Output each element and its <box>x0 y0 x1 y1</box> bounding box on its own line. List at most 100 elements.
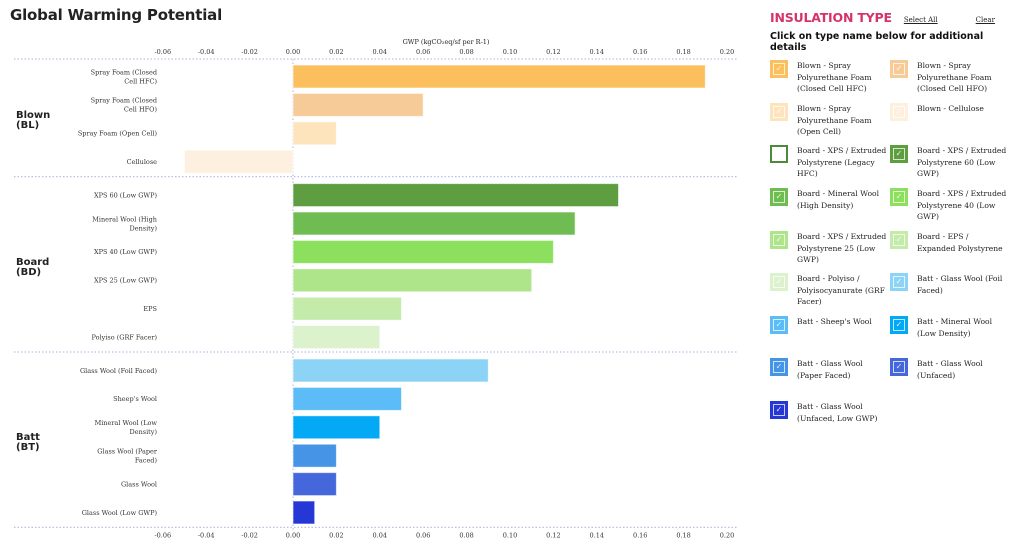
legend-label[interactable]: Blown - Spray Polyurethane Foam (Closed … <box>917 61 992 93</box>
checkbox-checked[interactable]: ✓ <box>890 231 908 249</box>
legend-item[interactable]: Board - XPS / Extruded Polystyrene (Lega… <box>770 145 890 180</box>
checkbox-inner: ✓ <box>773 63 785 75</box>
legend-item[interactable]: ✓ Batt - Glass Wool (Paper Faced) <box>770 358 890 381</box>
bar[interactable]: Glass Wool: 0.02 <box>292 472 337 497</box>
legend-item[interactable]: ✓ Batt - Sheep's Wool <box>770 316 890 334</box>
legend-label[interactable]: Blown - Spray Polyurethane Foam (Closed … <box>797 61 872 93</box>
legend-label[interactable]: Batt - Sheep's Wool <box>797 317 872 326</box>
bar[interactable]: Sheep's Wool: 0.05 <box>292 386 402 411</box>
checkbox-checked[interactable]: ✓ <box>890 60 908 78</box>
checkbox-inner: ✓ <box>893 191 905 203</box>
legend-label[interactable]: Board - XPS / Extruded Polystyrene 60 (L… <box>917 146 1007 178</box>
checkbox-checked[interactable]: ✓ <box>770 188 788 206</box>
checkbox-checked[interactable]: ✓ <box>890 188 908 206</box>
checkbox-checked[interactable]: ✓ <box>770 60 788 78</box>
checkbox-inner: ✓ <box>773 234 785 246</box>
checkbox-checked[interactable]: ✓ <box>890 103 908 121</box>
bar[interactable]: XPS 40 (Low GWP): 0.12 <box>292 239 554 264</box>
legend-item[interactable]: ✓ Board - EPS / Expanded Polystyrene <box>890 231 1010 254</box>
legend-label[interactable]: Board - Polyiso / Polyisocyanurate (GRF … <box>797 274 885 306</box>
panel-instructions: Click on type name below for additional … <box>770 31 984 53</box>
legend-item[interactable]: ✓ Batt - Glass Wool (Foil Faced) <box>890 273 1010 296</box>
checkbox-checked[interactable]: ✓ <box>770 316 788 334</box>
checkmark-icon: ✓ <box>895 235 903 244</box>
checkbox-checked[interactable]: ✓ <box>890 145 908 163</box>
legend-label[interactable]: Board - Mineral Wool (High Density) <box>797 189 880 210</box>
checkbox-checked[interactable]: ✓ <box>890 358 908 376</box>
legend-item[interactable]: ✓ Board - XPS / Extruded Polystyrene 40 (… <box>890 188 1010 223</box>
checkbox-checked[interactable]: ✓ <box>770 358 788 376</box>
group-code: (BL) <box>16 120 39 131</box>
legend-item[interactable]: ✓ Board - Mineral Wool (High Density) <box>770 188 890 211</box>
checkbox-checked[interactable]: ✓ <box>770 273 788 291</box>
category-label: Cell HFO) <box>124 106 158 114</box>
legend-label[interactable]: Board - EPS / Expanded Polystyrene <box>917 232 1003 253</box>
legend-label[interactable]: Blown - Spray Polyurethane Foam (Open Ce… <box>797 104 872 136</box>
checkbox-unchecked[interactable] <box>770 145 788 163</box>
category-label: Glass Wool (Foil Faced) <box>80 367 158 375</box>
bar[interactable]: XPS 25 (Low GWP): 0.11 <box>292 268 533 293</box>
bar[interactable]: Spray Foam (Closed Cell HFC): 0.19 <box>292 64 706 89</box>
clear-link[interactable]: Clear <box>975 16 995 24</box>
checkbox-checked[interactable]: ✓ <box>770 401 788 419</box>
x-tick-label-bottom: 0.02 <box>329 531 343 539</box>
category-label: Density) <box>130 224 158 232</box>
legend-item[interactable]: ✓ Board - Polyiso / Polyisocyanurate (GRF… <box>770 273 890 308</box>
checkbox-inner: ✓ <box>773 191 785 203</box>
checkmark-icon: ✓ <box>775 405 783 414</box>
category-label: Spray Foam (Closed <box>91 68 157 76</box>
select-all-link[interactable]: Select All <box>903 16 938 24</box>
x-tick-label-top: 0.18 <box>676 48 690 56</box>
x-tick-label-top: 0.00 <box>286 48 300 56</box>
x-tick-label-bottom: 0.04 <box>373 531 387 539</box>
checkbox-inner: ✓ <box>893 276 905 288</box>
bar[interactable]: Mineral Wool (Low Density): 0.04 <box>292 415 381 440</box>
legend-label[interactable]: Board - XPS / Extruded Polystyrene 40 (L… <box>917 189 1007 221</box>
category-label: Glass Wool (Low GWP) <box>82 509 158 517</box>
checkbox-inner: ✓ <box>773 361 785 373</box>
x-tick-label-bottom: 0.00 <box>286 531 300 539</box>
legend-item[interactable]: ✓ Board - XPS / Extruded Polystyrene 60 (… <box>890 145 1010 180</box>
bar[interactable]: Glass Wool (Paper Faced): 0.02 <box>292 443 337 468</box>
bar[interactable]: Glass Wool (Low GWP): 0.01 <box>292 500 316 525</box>
legend-item[interactable]: ✓ Blown - Spray Polyurethane Foam (Open C… <box>770 103 890 138</box>
checkbox-checked[interactable]: ✓ <box>770 231 788 249</box>
legend-item[interactable]: ✓ Batt - Glass Wool (Unfaced) <box>890 358 1010 381</box>
panel-title: INSULATION TYPE <box>770 10 892 25</box>
checkbox-checked[interactable]: ✓ <box>890 273 908 291</box>
bars: Spray Foam (Closed Cell HFC): 0.19 Spray … <box>184 64 706 525</box>
legend-label[interactable]: Blown - Cellulose <box>917 104 984 113</box>
checkbox-inner: ✓ <box>773 319 785 331</box>
legend-item[interactable]: ✓ Board - XPS / Extruded Polystyrene 25 (… <box>770 231 890 266</box>
bar[interactable]: XPS 60 (Low GWP): 0.15 <box>292 183 619 208</box>
checkbox-checked[interactable]: ✓ <box>890 316 908 334</box>
legend-label[interactable]: Board - XPS / Extruded Polystyrene 25 (L… <box>797 232 887 264</box>
checkbox-checked[interactable]: ✓ <box>770 103 788 121</box>
legend-label[interactable]: Batt - Mineral Wool (Low Density) <box>917 317 993 338</box>
legend-label[interactable]: Batt - Glass Wool (Unfaced, Low GWP) <box>797 402 878 423</box>
category-label: Sheep's Wool <box>113 395 157 403</box>
bar[interactable]: Cellulose: -0.05 <box>184 149 294 174</box>
legend-item[interactable]: ✓ Batt - Mineral Wool (Low Density) <box>890 316 1010 339</box>
checkbox-inner: ✓ <box>773 276 785 288</box>
category-label: Cellulose <box>127 158 157 166</box>
legend-item[interactable]: ✓ Batt - Glass Wool (Unfaced, Low GWP) <box>770 401 890 424</box>
bar[interactable]: Polyiso (GRF Facer): 0.04 <box>292 325 381 350</box>
bar[interactable]: Mineral Wool (High Density): 0.13 <box>292 211 576 236</box>
category-label: Mineral Wool (Low <box>95 419 158 427</box>
legend-item[interactable]: ✓ Blown - Spray Polyurethane Foam (Closed… <box>890 60 1010 95</box>
x-axis-title: GWP (kgCO₂eq/sf per R-1) <box>403 38 490 46</box>
legend-label[interactable]: Batt - Glass Wool (Foil Faced) <box>917 274 1003 295</box>
bar[interactable]: Glass Wool (Foil Faced): 0.09 <box>292 358 489 383</box>
x-tick-label-bottom: 0.06 <box>416 531 430 539</box>
x-tick-label-bottom: 0.16 <box>633 531 647 539</box>
bar[interactable]: Spray Foam (Closed Cell HFO): 0.06 <box>292 92 424 117</box>
category-label: Glass Wool <box>121 480 157 488</box>
legend-label[interactable]: Batt - Glass Wool (Unfaced) <box>917 359 983 380</box>
legend-item[interactable]: ✓ Blown - Cellulose <box>890 103 1010 121</box>
legend-label[interactable]: Board - XPS / Extruded Polystyrene (Lega… <box>797 146 887 178</box>
legend-label[interactable]: Batt - Glass Wool (Paper Faced) <box>797 359 863 380</box>
legend-item[interactable]: ✓ Blown - Spray Polyurethane Foam (Closed… <box>770 60 890 95</box>
bar[interactable]: EPS: 0.05 <box>292 296 402 321</box>
bar[interactable]: Spray Foam (Open Cell): 0.02 <box>292 121 337 146</box>
